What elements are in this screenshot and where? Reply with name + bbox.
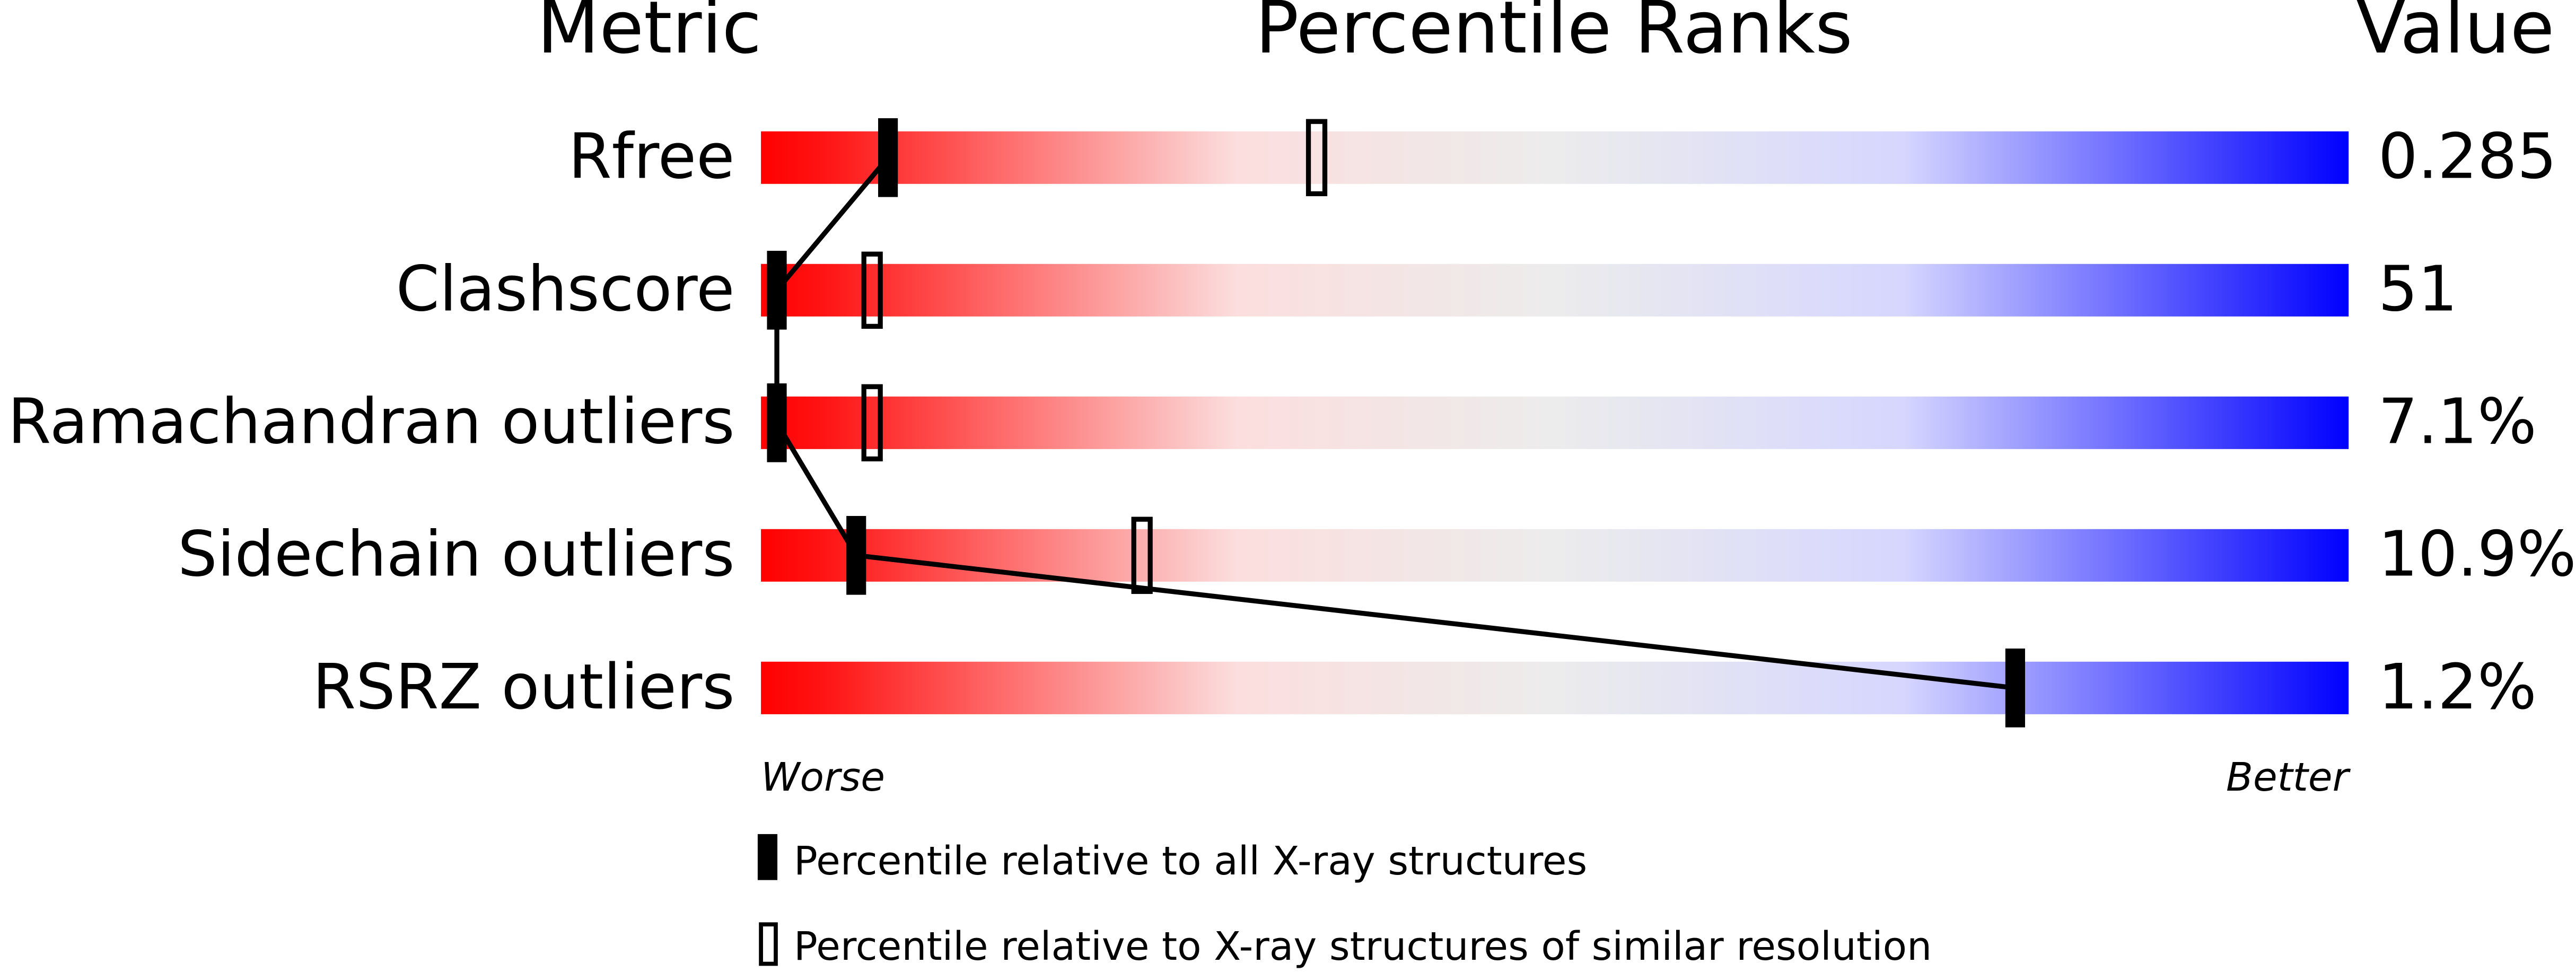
similar-resolution-marker xyxy=(861,251,883,329)
column-header: Value xyxy=(2356,0,2554,70)
all-structures-marker xyxy=(878,118,898,197)
metric-label: Ramachandran outliers xyxy=(8,386,735,458)
metric-label: RSRZ outliers xyxy=(312,651,734,723)
metric-value: 7.1% xyxy=(2378,386,2537,458)
better-label: Better xyxy=(2226,754,2351,800)
metric-label: Sidechain outliers xyxy=(178,518,734,591)
worse-label: Worse xyxy=(761,754,885,800)
legend-swatch-open xyxy=(759,922,778,966)
all-structures-marker xyxy=(846,516,866,595)
all-structures-marker xyxy=(767,383,787,462)
similar-resolution-marker xyxy=(1305,119,1328,197)
all-structures-marker xyxy=(767,250,787,330)
metric-value: 51 xyxy=(2378,253,2458,326)
percentile-bar xyxy=(761,264,2349,317)
metric-value: 0.285 xyxy=(2378,120,2557,193)
metric-label: Clashscore xyxy=(396,253,735,326)
percentile-bar xyxy=(761,396,2349,449)
legend-label: Percentile relative to X-ray structures … xyxy=(794,923,1932,969)
percentile-bar xyxy=(761,131,2349,184)
percentile-bar xyxy=(761,661,2349,714)
metric-value: 1.2% xyxy=(2378,651,2537,723)
similar-resolution-marker xyxy=(861,384,883,462)
column-header: Metric xyxy=(537,0,761,70)
legend-swatch-filled xyxy=(757,834,778,880)
similar-resolution-marker xyxy=(1131,516,1153,594)
all-structures-marker xyxy=(2005,649,2026,728)
metric-label: Rfree xyxy=(568,120,735,193)
legend-label: Percentile relative to all X-ray structu… xyxy=(794,838,1587,884)
metric-value: 10.9% xyxy=(2378,518,2576,591)
column-header: Percentile Ranks xyxy=(1255,0,1853,70)
